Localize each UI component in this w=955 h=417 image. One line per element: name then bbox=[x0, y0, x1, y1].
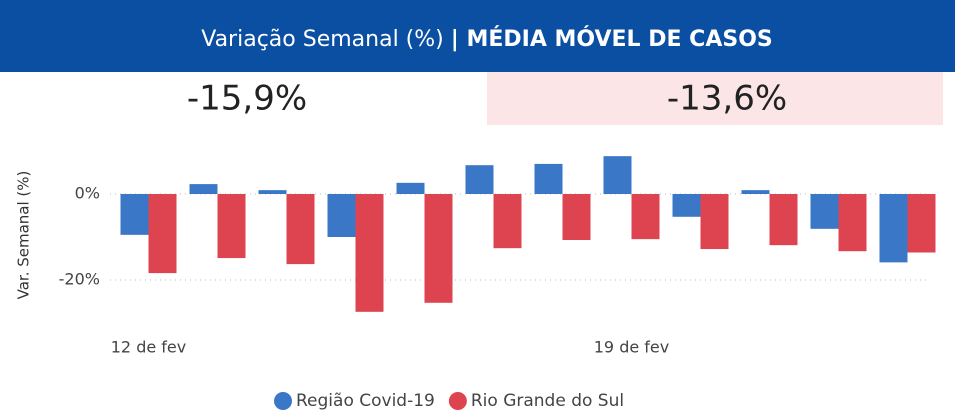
bar bbox=[120, 194, 149, 235]
bar bbox=[810, 194, 839, 229]
x-tick-label: 19 de fev bbox=[594, 338, 669, 357]
bar bbox=[286, 194, 315, 265]
bar bbox=[534, 163, 563, 194]
legend-label: Rio Grande do Sul bbox=[471, 391, 624, 411]
bar bbox=[396, 182, 425, 194]
legend-marker bbox=[448, 392, 467, 410]
bar bbox=[741, 190, 770, 194]
y-axis-title: Var. Semanal (%) bbox=[15, 171, 33, 300]
title-part: Variação Semanal (%) bbox=[201, 27, 444, 52]
bar bbox=[672, 194, 701, 217]
kpi-highlight bbox=[487, 72, 943, 125]
bar bbox=[879, 194, 908, 263]
legend-label: Região Covid-19 bbox=[296, 391, 435, 411]
bar bbox=[493, 194, 522, 249]
y-tick-label: 0% bbox=[75, 184, 100, 203]
bar bbox=[355, 194, 384, 312]
kpi-value: -15,9% bbox=[187, 79, 307, 119]
bar bbox=[189, 184, 218, 194]
y-tick-label: -20% bbox=[59, 270, 100, 289]
bar bbox=[217, 194, 246, 259]
title-bold-part: | MÉDIA MÓVEL DE CASOS bbox=[451, 26, 773, 52]
x-tick-label: 12 de fev bbox=[111, 338, 186, 357]
bar bbox=[465, 165, 494, 194]
bar bbox=[631, 194, 660, 240]
bar bbox=[327, 194, 356, 237]
bar bbox=[603, 156, 632, 194]
legend-marker bbox=[274, 392, 292, 410]
kpi-value: -13,6% bbox=[667, 79, 787, 119]
header-bar bbox=[0, 0, 955, 72]
chart-title: Variação Semanal (%) | MÉDIA MÓVEL DE CA… bbox=[201, 26, 773, 52]
bar bbox=[424, 194, 453, 303]
bar bbox=[562, 194, 591, 241]
bar bbox=[769, 194, 798, 246]
bar bbox=[907, 194, 936, 253]
bar bbox=[148, 194, 177, 274]
bar bbox=[838, 194, 867, 252]
bar bbox=[258, 190, 287, 194]
bar bbox=[700, 194, 729, 250]
